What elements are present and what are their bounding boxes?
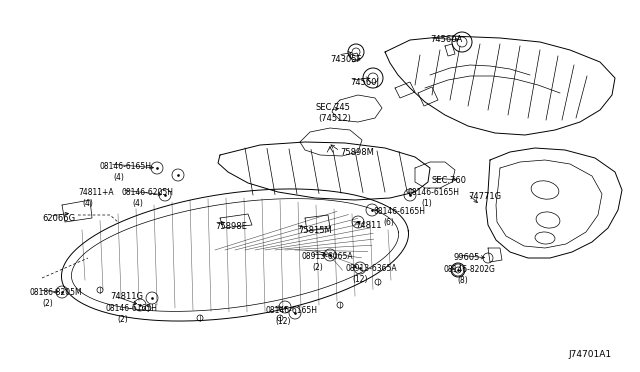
- Text: (2): (2): [312, 263, 323, 272]
- Text: 74560J: 74560J: [350, 78, 379, 87]
- Text: 75815M: 75815M: [298, 226, 332, 235]
- Text: 08146-6165H: 08146-6165H: [105, 304, 157, 313]
- Text: (1): (1): [421, 199, 432, 208]
- Text: 08186-8205M: 08186-8205M: [30, 288, 83, 297]
- Text: 08913-6365A: 08913-6365A: [345, 264, 397, 273]
- Text: 99605: 99605: [453, 253, 479, 262]
- Text: (74512): (74512): [318, 114, 351, 123]
- Text: (4): (4): [132, 199, 143, 208]
- Text: (12): (12): [352, 275, 367, 284]
- Text: 08146-6165H: 08146-6165H: [373, 207, 425, 216]
- Text: (4): (4): [82, 199, 93, 208]
- Text: 08913-6065A: 08913-6065A: [302, 252, 354, 261]
- Text: (12): (12): [275, 317, 291, 326]
- Text: (8): (8): [457, 276, 468, 285]
- Text: 62066G: 62066G: [42, 214, 75, 223]
- Text: (2): (2): [42, 299, 52, 308]
- Text: 75898M: 75898M: [340, 148, 374, 157]
- Text: 75898E: 75898E: [215, 222, 247, 231]
- Text: 74560A: 74560A: [430, 35, 462, 44]
- Text: 74811+A: 74811+A: [78, 188, 114, 197]
- Text: 08146-6165H: 08146-6165H: [265, 306, 317, 315]
- Text: 74771G: 74771G: [468, 192, 501, 201]
- Text: (6): (6): [383, 218, 394, 227]
- Text: 08146-6205H: 08146-6205H: [122, 188, 174, 197]
- Text: SEC.760: SEC.760: [432, 176, 467, 185]
- Text: 74305F: 74305F: [330, 55, 362, 64]
- Text: 08146-8202G: 08146-8202G: [444, 265, 496, 274]
- Text: 08146-6165H: 08146-6165H: [100, 162, 152, 171]
- Text: J74701A1: J74701A1: [568, 350, 611, 359]
- Text: SEC.745: SEC.745: [316, 103, 351, 112]
- Text: 08146-6165H: 08146-6165H: [408, 188, 460, 197]
- Text: 74811G: 74811G: [110, 292, 143, 301]
- Text: (2): (2): [117, 315, 128, 324]
- Text: 74811: 74811: [355, 221, 381, 230]
- Text: (4): (4): [113, 173, 124, 182]
